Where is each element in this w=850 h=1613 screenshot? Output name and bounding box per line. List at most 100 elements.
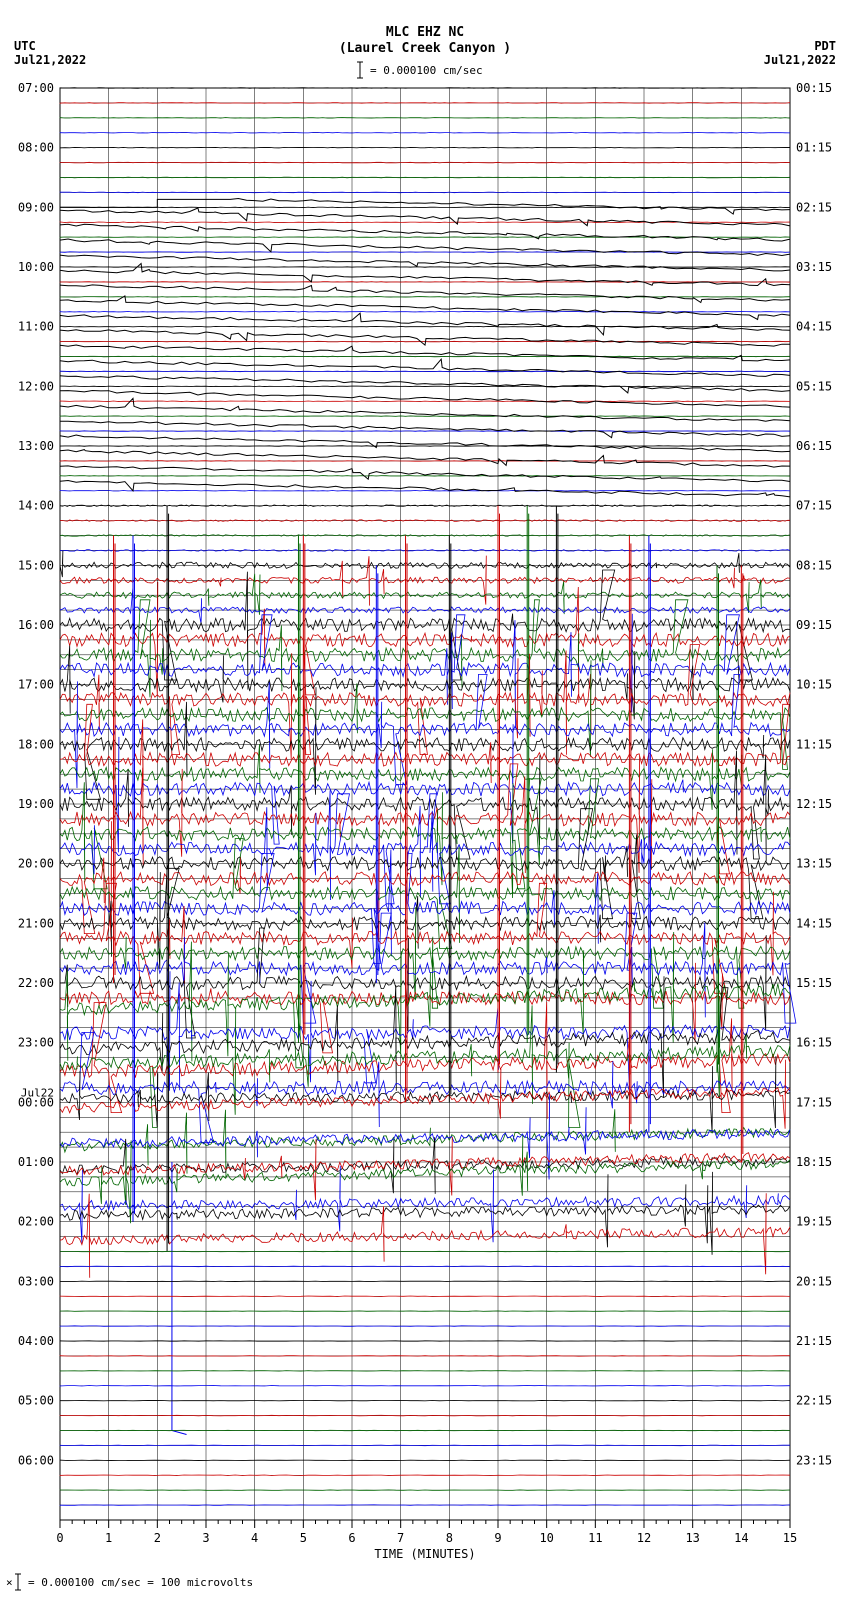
- seismic-trace: [60, 282, 790, 283]
- xtick-label: 5: [300, 1531, 307, 1545]
- right-time-label: 00:15: [796, 81, 832, 95]
- left-time-label: 07:00: [18, 81, 54, 95]
- seismic-trace: [60, 790, 790, 903]
- right-time-label: 03:15: [796, 260, 832, 274]
- seismic-trace: [60, 1505, 790, 1506]
- seismic-trace: [60, 461, 790, 462]
- xtick-label: 3: [202, 1531, 209, 1545]
- left-time-label: 08:00: [18, 141, 54, 155]
- seismic-trace: [60, 446, 790, 447]
- right-time-label: 16:15: [796, 1036, 832, 1050]
- seismic-trace: [60, 1296, 790, 1297]
- left-time-label: 12:00: [18, 379, 54, 393]
- right-time-label: 15:15: [796, 976, 832, 990]
- seismic-trace: [60, 570, 790, 690]
- station-code: MLC EHZ NC: [386, 25, 464, 40]
- left-time-label: 02:00: [18, 1215, 54, 1229]
- right-time-label: 13:15: [796, 857, 832, 871]
- right-time-label: 23:15: [796, 1453, 832, 1467]
- seismic-trace: [60, 1136, 790, 1224]
- left-time-label: 10:00: [18, 260, 54, 274]
- seismogram-chart: MLC EHZ NC(Laurel Creek Canyon ) = 0.0001…: [0, 0, 850, 1613]
- seismic-trace: [60, 312, 790, 313]
- seismic-trace: [60, 416, 790, 417]
- xtick-label: 7: [397, 1531, 404, 1545]
- right-time-label: 17:15: [796, 1095, 832, 1109]
- right-time-label: 22:15: [796, 1394, 832, 1408]
- right-time-label: 10:15: [796, 678, 832, 692]
- left-time-label: 06:00: [18, 1453, 54, 1467]
- left-time-label: 17:00: [18, 678, 54, 692]
- seismic-trace: [60, 147, 790, 148]
- left-time-label: 19:00: [18, 797, 54, 811]
- left-time-label: 14:00: [18, 499, 54, 513]
- left-time-label: 11:00: [18, 320, 54, 334]
- svg-text:×: ×: [6, 1576, 13, 1589]
- xtick-label: 10: [539, 1531, 553, 1545]
- seismic-trace: [60, 1094, 790, 1180]
- left-time-label: 18:00: [18, 737, 54, 751]
- xtick-label: 8: [446, 1531, 453, 1545]
- seismic-trace: [60, 1386, 790, 1387]
- x-axis-label: TIME (MINUTES): [374, 1547, 475, 1561]
- xtick-label: 12: [637, 1531, 651, 1545]
- left-time-label: 13:00: [18, 439, 54, 453]
- xtick-label: 0: [56, 1531, 63, 1545]
- seismic-trace: [60, 192, 790, 193]
- left-time-label: 15:00: [18, 558, 54, 572]
- right-time-label: 02:15: [796, 200, 832, 214]
- left-date: Jul21,2022: [14, 53, 86, 67]
- xtick-label: 11: [588, 1531, 602, 1545]
- seismic-trace: [60, 645, 790, 760]
- right-time-label: 07:15: [796, 499, 832, 513]
- seismic-trace: [60, 724, 790, 852]
- right-time-label: 21:15: [796, 1334, 832, 1348]
- xtick-label: 14: [734, 1531, 748, 1545]
- seismic-trace: [60, 1137, 790, 1201]
- left-time-label: 23:00: [18, 1036, 54, 1050]
- right-time-label: 09:15: [796, 618, 832, 632]
- seismic-trace: [60, 674, 790, 788]
- xtick-label: 2: [154, 1531, 161, 1545]
- seismic-trace: [60, 88, 790, 89]
- seismic-trace: [60, 401, 790, 402]
- left-time-label: 03:00: [18, 1274, 54, 1288]
- left-time-label: 04:00: [18, 1334, 54, 1348]
- station-name: (Laurel Creek Canyon ): [339, 41, 511, 56]
- left-time-label: 16:00: [18, 618, 54, 632]
- right-tz: PDT: [814, 39, 836, 53]
- right-time-label: 08:15: [796, 558, 832, 572]
- left-time-label: 09:00: [18, 200, 54, 214]
- left-time-label: 20:00: [18, 857, 54, 871]
- seismic-trace: [60, 237, 790, 238]
- xtick-label: 15: [783, 1531, 797, 1545]
- xtick-label: 4: [251, 1531, 258, 1545]
- step-decay-trace: [60, 199, 790, 497]
- right-time-label: 20:15: [796, 1274, 832, 1288]
- right-time-label: 19:15: [796, 1215, 832, 1229]
- scale-label: = 0.000100 cm/sec: [370, 64, 483, 77]
- right-time-label: 14:15: [796, 916, 832, 930]
- xtick-label: 1: [105, 1531, 112, 1545]
- right-time-label: 11:15: [796, 737, 832, 751]
- right-time-label: 04:15: [796, 320, 832, 334]
- xtick-label: 6: [348, 1531, 355, 1545]
- drop-trace: [172, 1162, 187, 1435]
- seismic-trace: [60, 1475, 790, 1476]
- right-time-label: 05:15: [796, 379, 832, 393]
- left-time-label: 05:00: [18, 1394, 54, 1408]
- seismic-trace: [60, 1371, 790, 1372]
- left-time-label: 21:00: [18, 916, 54, 930]
- right-time-label: 12:15: [796, 797, 832, 811]
- left-time-label: 00:00: [18, 1095, 54, 1109]
- seismic-trace: [60, 551, 790, 577]
- xtick-label: 13: [685, 1531, 699, 1545]
- left-time-label: 22:00: [18, 976, 54, 990]
- seismic-trace: [60, 1460, 790, 1461]
- seismic-trace: [60, 1490, 790, 1491]
- right-time-label: 18:15: [796, 1155, 832, 1169]
- left-time-label: 01:00: [18, 1155, 54, 1169]
- xtick-label: 9: [494, 1531, 501, 1545]
- left-tz: UTC: [14, 39, 36, 53]
- seismic-trace: [60, 751, 790, 861]
